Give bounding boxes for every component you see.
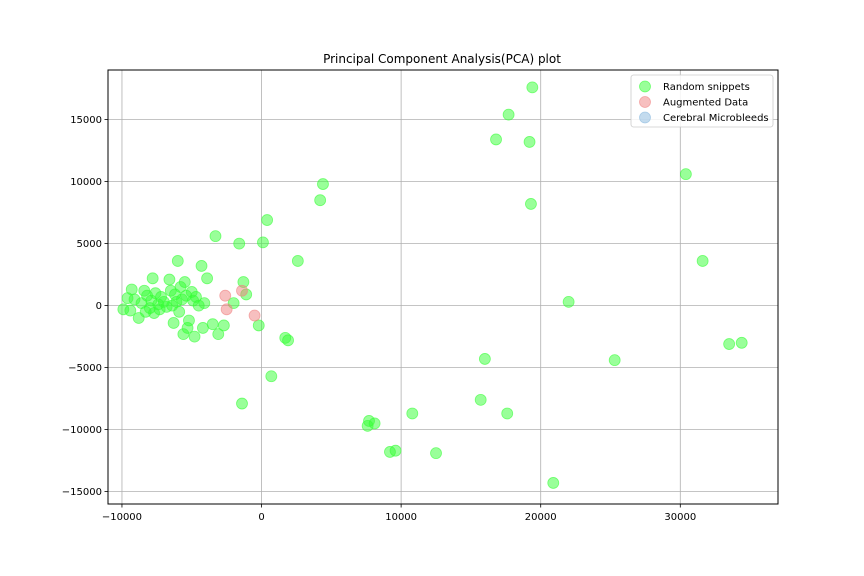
data-point xyxy=(291,255,304,267)
data-point xyxy=(252,319,265,332)
data-point xyxy=(248,309,261,322)
data-point xyxy=(679,168,692,181)
y-tick-label: −5000 xyxy=(68,363,102,374)
data-point xyxy=(723,338,736,350)
data-point xyxy=(474,393,487,406)
data-points xyxy=(117,81,748,489)
data-point xyxy=(188,330,201,343)
data-point xyxy=(124,304,137,317)
data-point xyxy=(406,407,419,420)
data-point xyxy=(526,81,539,94)
data-point xyxy=(314,194,327,207)
y-tick-label: 10000 xyxy=(70,177,102,188)
data-point xyxy=(209,230,222,243)
x-tick-label: 0 xyxy=(258,512,264,523)
x-axis-ticks: −10000 0 10000 20000 30000 xyxy=(102,504,696,523)
x-tick-label: 10000 xyxy=(385,512,417,523)
data-point xyxy=(233,237,246,250)
y-tick-label: 15000 xyxy=(70,115,102,126)
data-point xyxy=(430,447,442,460)
data-point xyxy=(195,260,208,272)
data-point xyxy=(163,273,176,286)
legend-label: Random snippets xyxy=(663,82,750,93)
legend-marker xyxy=(639,111,651,124)
y-tick-label: −10000 xyxy=(62,425,102,436)
data-point xyxy=(490,133,502,146)
data-point xyxy=(547,477,560,489)
data-point xyxy=(261,214,274,226)
data-point xyxy=(219,289,232,302)
data-point xyxy=(368,417,381,430)
data-point xyxy=(220,303,233,316)
data-point xyxy=(173,305,186,318)
data-point xyxy=(735,336,748,349)
data-point xyxy=(236,284,248,297)
legend-label: Augmented Data xyxy=(663,98,748,109)
data-point xyxy=(198,297,211,310)
data-point xyxy=(236,397,248,410)
legend-marker xyxy=(639,96,651,108)
data-point xyxy=(265,370,278,383)
data-point xyxy=(206,318,219,331)
legend: Random snippets Augmented Data Cerebral Mi… xyxy=(630,74,774,128)
y-tick-label: 0 xyxy=(96,301,102,312)
data-point xyxy=(608,354,621,367)
y-tick-label: 5000 xyxy=(77,239,102,250)
data-point xyxy=(197,322,209,334)
x-tick-label: −10000 xyxy=(102,512,142,523)
data-point xyxy=(523,136,536,148)
data-point xyxy=(501,407,514,420)
data-point xyxy=(217,319,230,332)
legend-box xyxy=(630,74,774,128)
data-point xyxy=(502,108,515,121)
data-point xyxy=(525,198,537,210)
legend-marker xyxy=(639,80,651,93)
data-point xyxy=(478,353,491,365)
data-point xyxy=(183,314,195,327)
chart-title: Principal Component Analysis(PCA) plot xyxy=(323,52,561,66)
grid-lines xyxy=(108,70,778,504)
data-point xyxy=(696,255,709,267)
legend-label: Cerebral Microbleeds xyxy=(663,113,769,124)
data-point xyxy=(167,317,180,329)
plot-frame xyxy=(107,69,779,505)
data-point xyxy=(562,295,575,308)
data-point xyxy=(257,236,269,249)
x-tick-label: 20000 xyxy=(525,512,557,523)
data-point xyxy=(146,272,159,285)
x-tick-label: 30000 xyxy=(664,512,696,523)
y-tick-label: −15000 xyxy=(62,487,102,498)
data-point xyxy=(125,283,138,296)
data-point xyxy=(201,272,214,285)
data-point xyxy=(317,178,329,190)
data-point xyxy=(389,444,402,457)
y-axis-ticks: −15000 −10000 −5000 0 5000 10000 15000 xyxy=(62,115,108,498)
data-point xyxy=(282,334,294,347)
data-point xyxy=(171,255,184,267)
data-point xyxy=(178,276,191,288)
data-point xyxy=(212,328,225,341)
